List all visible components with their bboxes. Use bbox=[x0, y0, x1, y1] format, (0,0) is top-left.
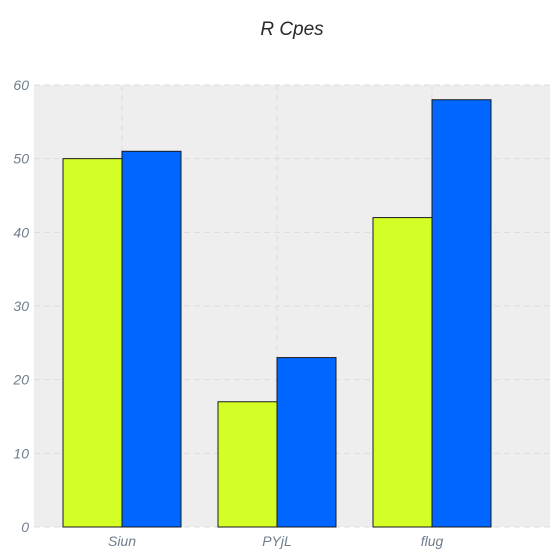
x-axis-ticks: Siun PYjL flug bbox=[108, 533, 444, 549]
y-tick-label-3: 30 bbox=[13, 298, 29, 314]
y-tick-label-6: 60 bbox=[13, 77, 29, 93]
y-tick-label-5: 50 bbox=[13, 151, 29, 167]
bar-Siun-series-1 bbox=[63, 159, 122, 527]
x-tick-label-PYjL: PYjL bbox=[262, 533, 292, 549]
bar-PYjL-series-1 bbox=[218, 402, 277, 527]
bar-flug-series-1 bbox=[373, 218, 432, 527]
y-axis-ticks: 0 10 20 30 40 50 60 bbox=[12, 77, 29, 535]
chart-title: R Cpes bbox=[260, 19, 324, 40]
bar-Siun-series-2 bbox=[122, 151, 181, 527]
bar-flug-series-2 bbox=[432, 100, 491, 527]
y-tick-label-2: 20 bbox=[12, 372, 29, 388]
x-tick-label-Siun: Siun bbox=[108, 533, 136, 549]
bar-PYjL-series-2 bbox=[277, 358, 336, 527]
x-tick-label-flug: flug bbox=[421, 533, 444, 549]
y-tick-label-1: 10 bbox=[13, 445, 29, 461]
y-tick-label-4: 40 bbox=[13, 224, 29, 240]
y-tick-label-0: 0 bbox=[21, 519, 29, 535]
